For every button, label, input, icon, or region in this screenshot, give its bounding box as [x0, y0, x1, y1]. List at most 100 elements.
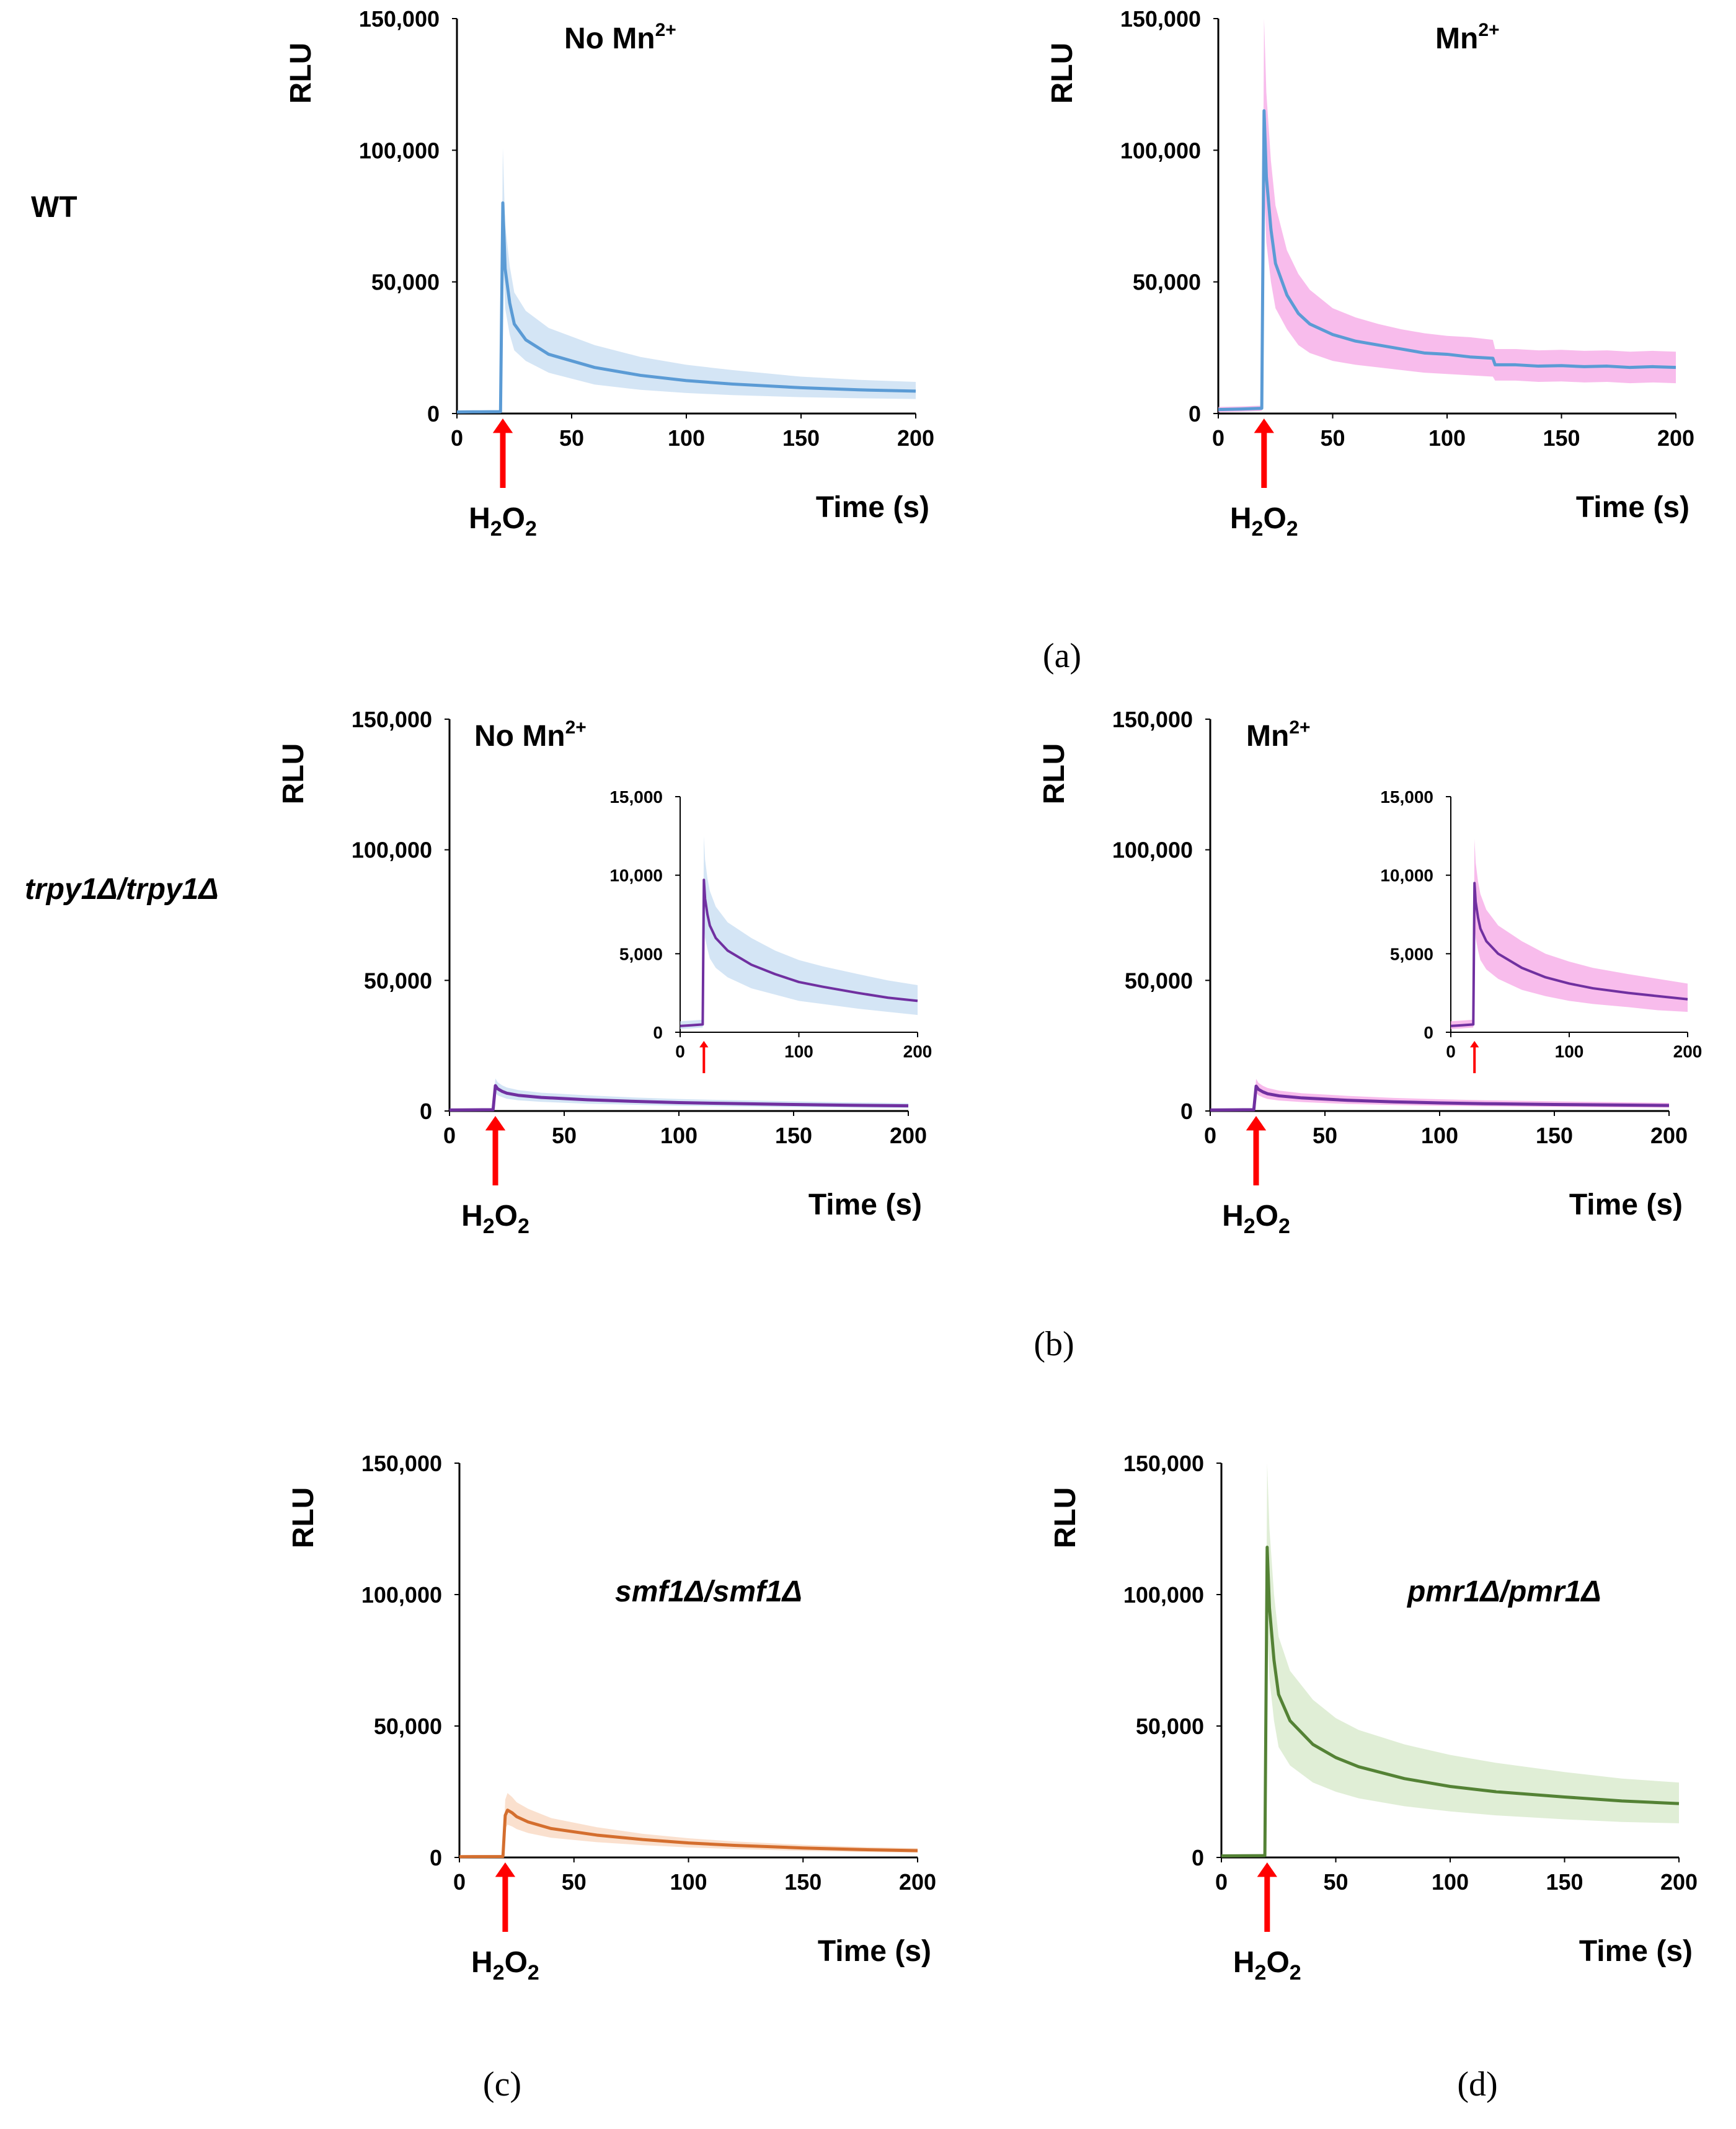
x-axis-label: Time (s): [816, 491, 929, 524]
axes: 0 50,000 100,000 150,000 0 50 100 150 200: [1112, 707, 1688, 1148]
inset-x-tick-label: 100: [784, 1042, 813, 1061]
h2o2-arrow-head: [1257, 1862, 1277, 1877]
x-tick-label: 100: [668, 425, 705, 451]
x-tick-label: 150: [782, 425, 820, 451]
panel-label-b: (b): [1034, 1325, 1074, 1363]
x-tick-label: 50: [1313, 1123, 1337, 1148]
h2o2-label: H2O2: [471, 1946, 539, 1985]
x-tick-label: 100: [1432, 1869, 1469, 1895]
axes: 0 50,000 100,000 150,000 0 50 100 150 200: [352, 707, 927, 1148]
y-tick-label: 50,000: [374, 1714, 442, 1739]
y-tick-label: 50,000: [1133, 270, 1201, 295]
x-tick-label: 200: [1650, 1123, 1688, 1148]
inset-x-tick-label: 100: [1555, 1042, 1584, 1061]
x-tick-label: 100: [1421, 1123, 1458, 1148]
y-tick-label: 50,000: [364, 968, 432, 993]
y-tick-label: 0: [430, 1845, 442, 1870]
h2o2-label: H2O2: [1222, 1200, 1290, 1238]
y-axis-label: RLU: [277, 743, 310, 805]
chart-title: Mn2+: [1435, 20, 1500, 55]
x-tick-label: 50: [562, 1869, 587, 1895]
series-line: [449, 1084, 909, 1112]
h2o2-label: H2O2: [469, 502, 537, 541]
y-tick-label: 150,000: [352, 707, 432, 732]
x-tick-label: 150: [1536, 1123, 1573, 1148]
h2o2-arrow-head: [1254, 418, 1274, 433]
axes: 0 50,000 100,000 150,000 0 50 100 150 200: [359, 6, 934, 451]
axes: 0 50,000 100,000 150,000 0 50 100 150 200: [1123, 1451, 1698, 1895]
error-band: [450, 1078, 908, 1111]
x-tick-label: 150: [784, 1869, 822, 1895]
panel-label-c: (c): [483, 2065, 521, 2104]
error-band: [1218, 19, 1676, 412]
error-band: [1221, 1463, 1679, 1857]
y-tick-label: 150,000: [1120, 6, 1201, 32]
y-axis-label: RLU: [1038, 743, 1071, 805]
inset-axes: 0 5,000 10,000 15,000 0 100 200: [609, 787, 932, 1061]
series-line: [456, 201, 916, 414]
x-tick-label: 0: [451, 425, 463, 451]
inset-chart: 0 5,000 10,000 15,000 0 100 200: [609, 787, 932, 1073]
y-tick-label: 0: [1180, 1099, 1193, 1124]
y-axis-label: RLU: [287, 1487, 320, 1549]
y-tick-label: 100,000: [1123, 1582, 1204, 1608]
inset-x-tick-label: 200: [1673, 1042, 1703, 1061]
series-line: [1210, 1084, 1670, 1112]
y-tick-label: 0: [1189, 401, 1201, 427]
y-tick-label: 50,000: [1136, 1714, 1204, 1739]
x-tick-label: 0: [1212, 425, 1224, 451]
error-band: [457, 148, 916, 413]
inset-arrow-head: [1470, 1041, 1479, 1048]
inset-x-tick-label: 0: [1446, 1042, 1456, 1061]
x-tick-label: 200: [890, 1123, 927, 1148]
h2o2-label: H2O2: [1233, 1946, 1301, 1985]
error-band: [459, 1793, 918, 1857]
inset-chart: 0 5,000 10,000 15,000 0 100 200: [1380, 787, 1702, 1073]
panel-label-a: (a): [1043, 637, 1081, 675]
inset-axes: 0 5,000 10,000 15,000 0 100 200: [1380, 787, 1702, 1061]
inset-y-tick-label: 15,000: [1380, 787, 1433, 807]
chart-title: Mn2+: [1246, 717, 1311, 753]
x-axis-label: Time (s): [808, 1188, 922, 1221]
x-tick-label: 50: [1320, 425, 1345, 451]
h2o2-arrow-head: [492, 418, 513, 433]
x-tick-label: 50: [559, 425, 584, 451]
chart-b-right: 0 50,000 100,000 150,000 0 50 100 150 200 RLU Time…: [1038, 707, 1702, 1238]
inset-y-tick-label: 15,000: [609, 787, 663, 807]
x-axis-label: Time (s): [818, 1935, 931, 1968]
row-label-wt: WT: [31, 191, 78, 224]
axes: 0 50,000 100,000 150,000 0 50 100 150 200: [1120, 6, 1694, 451]
y-tick-label: 100,000: [352, 838, 432, 863]
inset-y-tick-label: 0: [1424, 1023, 1433, 1042]
inset-y-tick-label: 5,000: [1390, 944, 1433, 963]
y-tick-label: 150,000: [1123, 1451, 1204, 1476]
h2o2-label: H2O2: [1230, 502, 1298, 541]
x-tick-label: 0: [443, 1123, 456, 1148]
y-tick-label: 100,000: [1120, 138, 1201, 163]
chart-title: pmr1Δ/pmr1Δ: [1406, 1575, 1601, 1608]
inset-x-tick-label: 0: [675, 1042, 685, 1061]
x-axis-label: Time (s): [1579, 1935, 1693, 1968]
chart-title: smf1Δ/smf1Δ: [615, 1575, 802, 1608]
y-tick-label: 50,000: [1125, 968, 1193, 993]
h2o2-arrow-head: [485, 1116, 506, 1131]
x-tick-label: 100: [660, 1123, 698, 1148]
y-tick-label: 150,000: [361, 1451, 442, 1476]
x-tick-label: 100: [1428, 425, 1466, 451]
chart-a-right: 0 50,000 100,000 150,000 0 50 100 150 200 RLU Time…: [1046, 6, 1694, 541]
x-tick-label: 200: [1660, 1869, 1698, 1895]
chart-b-left: 0 50,000 100,000 150,000 0 50 100 150 200 RLU Time…: [277, 707, 932, 1238]
inset-error-band: [1451, 839, 1688, 1029]
chart-a-left: 0 50,000 100,000 150,000 0 50 100 150 200 RLU Time…: [285, 6, 934, 541]
x-axis-label: Time (s): [1569, 1188, 1683, 1221]
x-axis-label: Time (s): [1576, 491, 1690, 524]
y-tick-label: 100,000: [1112, 838, 1193, 863]
h2o2-arrow-head: [495, 1862, 516, 1877]
x-tick-label: 200: [897, 425, 934, 451]
inset-series-line: [680, 879, 918, 1027]
series-line: [459, 1808, 918, 1859]
y-axis-label: RLU: [1049, 1487, 1082, 1549]
row-label-trpy: trpy1Δ/trpy1Δ: [25, 873, 219, 906]
x-tick-label: 150: [775, 1123, 812, 1148]
x-tick-label: 100: [670, 1869, 707, 1895]
